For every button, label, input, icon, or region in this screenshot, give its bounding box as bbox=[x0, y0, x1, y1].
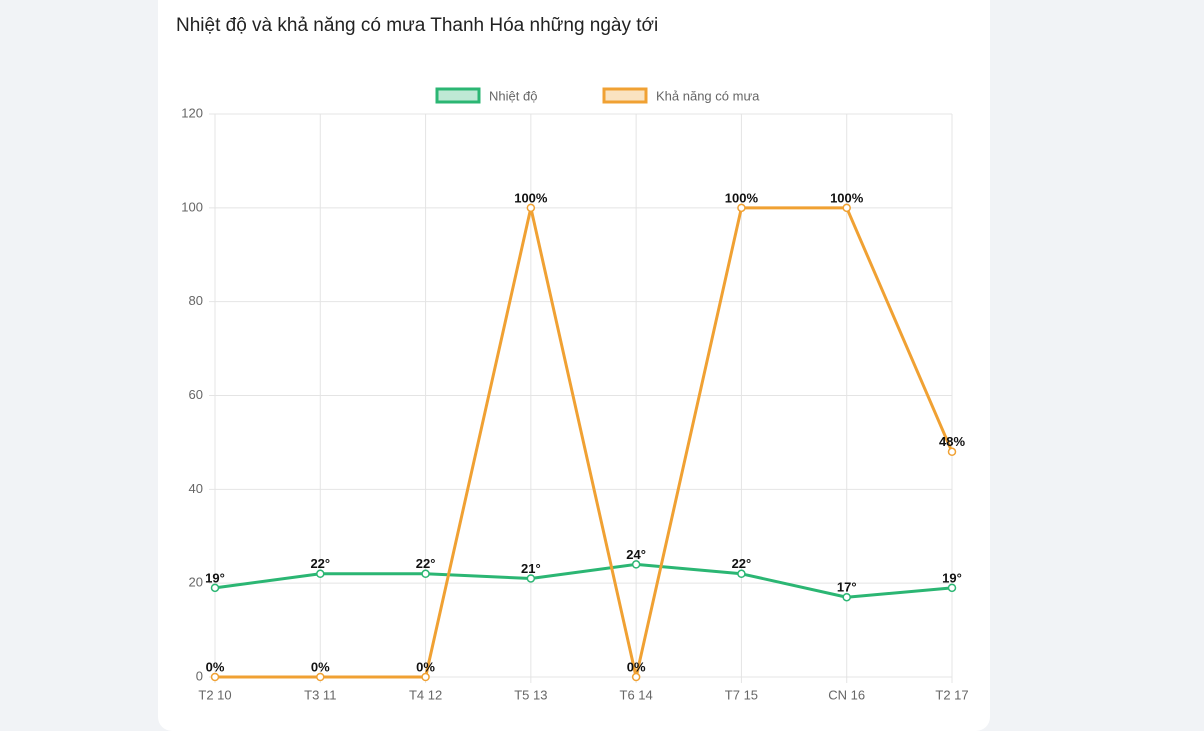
series-line bbox=[215, 206, 954, 679]
x-tick-label: T7 15 bbox=[725, 687, 758, 702]
data-label: 22° bbox=[310, 556, 330, 571]
data-label: 100% bbox=[830, 190, 864, 205]
card bbox=[158, 0, 990, 731]
data-point bbox=[631, 672, 641, 682]
data-point bbox=[526, 203, 536, 213]
data-label: 0% bbox=[627, 659, 646, 674]
x-tick-label: T2 17 bbox=[935, 687, 968, 702]
data-label: 48% bbox=[939, 434, 965, 449]
data-label: 0% bbox=[206, 659, 225, 674]
data-label: 100% bbox=[514, 190, 548, 205]
data-point bbox=[737, 203, 746, 213]
legend-swatch bbox=[602, 87, 648, 104]
data-point bbox=[316, 569, 325, 579]
data-label: 22° bbox=[416, 556, 436, 571]
data-point bbox=[737, 569, 746, 579]
data-point bbox=[947, 447, 957, 457]
data-label: 24° bbox=[626, 547, 646, 562]
data-label: 17° bbox=[837, 580, 857, 595]
data-point bbox=[421, 672, 430, 682]
chart-title: Nhiệt độ và khả năng có mưa Thanh Hóa nh… bbox=[176, 15, 658, 36]
data-point bbox=[631, 560, 641, 569]
data-point bbox=[210, 672, 220, 682]
data-point bbox=[842, 203, 851, 213]
data-point bbox=[947, 583, 957, 593]
data-point bbox=[421, 569, 430, 579]
y-tick-label: 20 bbox=[189, 575, 203, 590]
data-label: 19° bbox=[205, 570, 225, 585]
x-tick-label: T5 13 bbox=[514, 687, 547, 702]
data-label: 0% bbox=[311, 659, 330, 674]
data-label: 100% bbox=[725, 190, 759, 205]
x-tick-label: T3 11 bbox=[304, 687, 336, 702]
data-point bbox=[526, 574, 536, 583]
legend-label: Khả năng có mưa bbox=[656, 88, 760, 103]
data-label: 19° bbox=[942, 570, 962, 585]
x-tick-label: T6 14 bbox=[620, 687, 653, 702]
legend-label: Nhiệt độ bbox=[489, 88, 537, 103]
data-label: 22° bbox=[732, 556, 752, 571]
y-tick-label: 80 bbox=[189, 293, 203, 308]
x-tick-label: T4 12 bbox=[409, 687, 442, 702]
data-label: 21° bbox=[521, 561, 541, 576]
data-point bbox=[210, 583, 220, 593]
legend-swatch bbox=[435, 87, 481, 104]
data-point bbox=[842, 592, 851, 602]
data-point bbox=[316, 672, 325, 682]
x-tick-label: CN 16 bbox=[828, 687, 865, 702]
y-tick-label: 60 bbox=[189, 387, 203, 402]
y-tick-label: 40 bbox=[189, 481, 203, 496]
series-line bbox=[214, 562, 953, 599]
data-label: 0% bbox=[416, 659, 435, 674]
y-tick-label: 100 bbox=[181, 199, 203, 214]
x-tick-label: T2 10 bbox=[198, 687, 231, 702]
y-tick-label: 120 bbox=[181, 105, 203, 120]
y-tick-label: 0 bbox=[196, 668, 203, 683]
